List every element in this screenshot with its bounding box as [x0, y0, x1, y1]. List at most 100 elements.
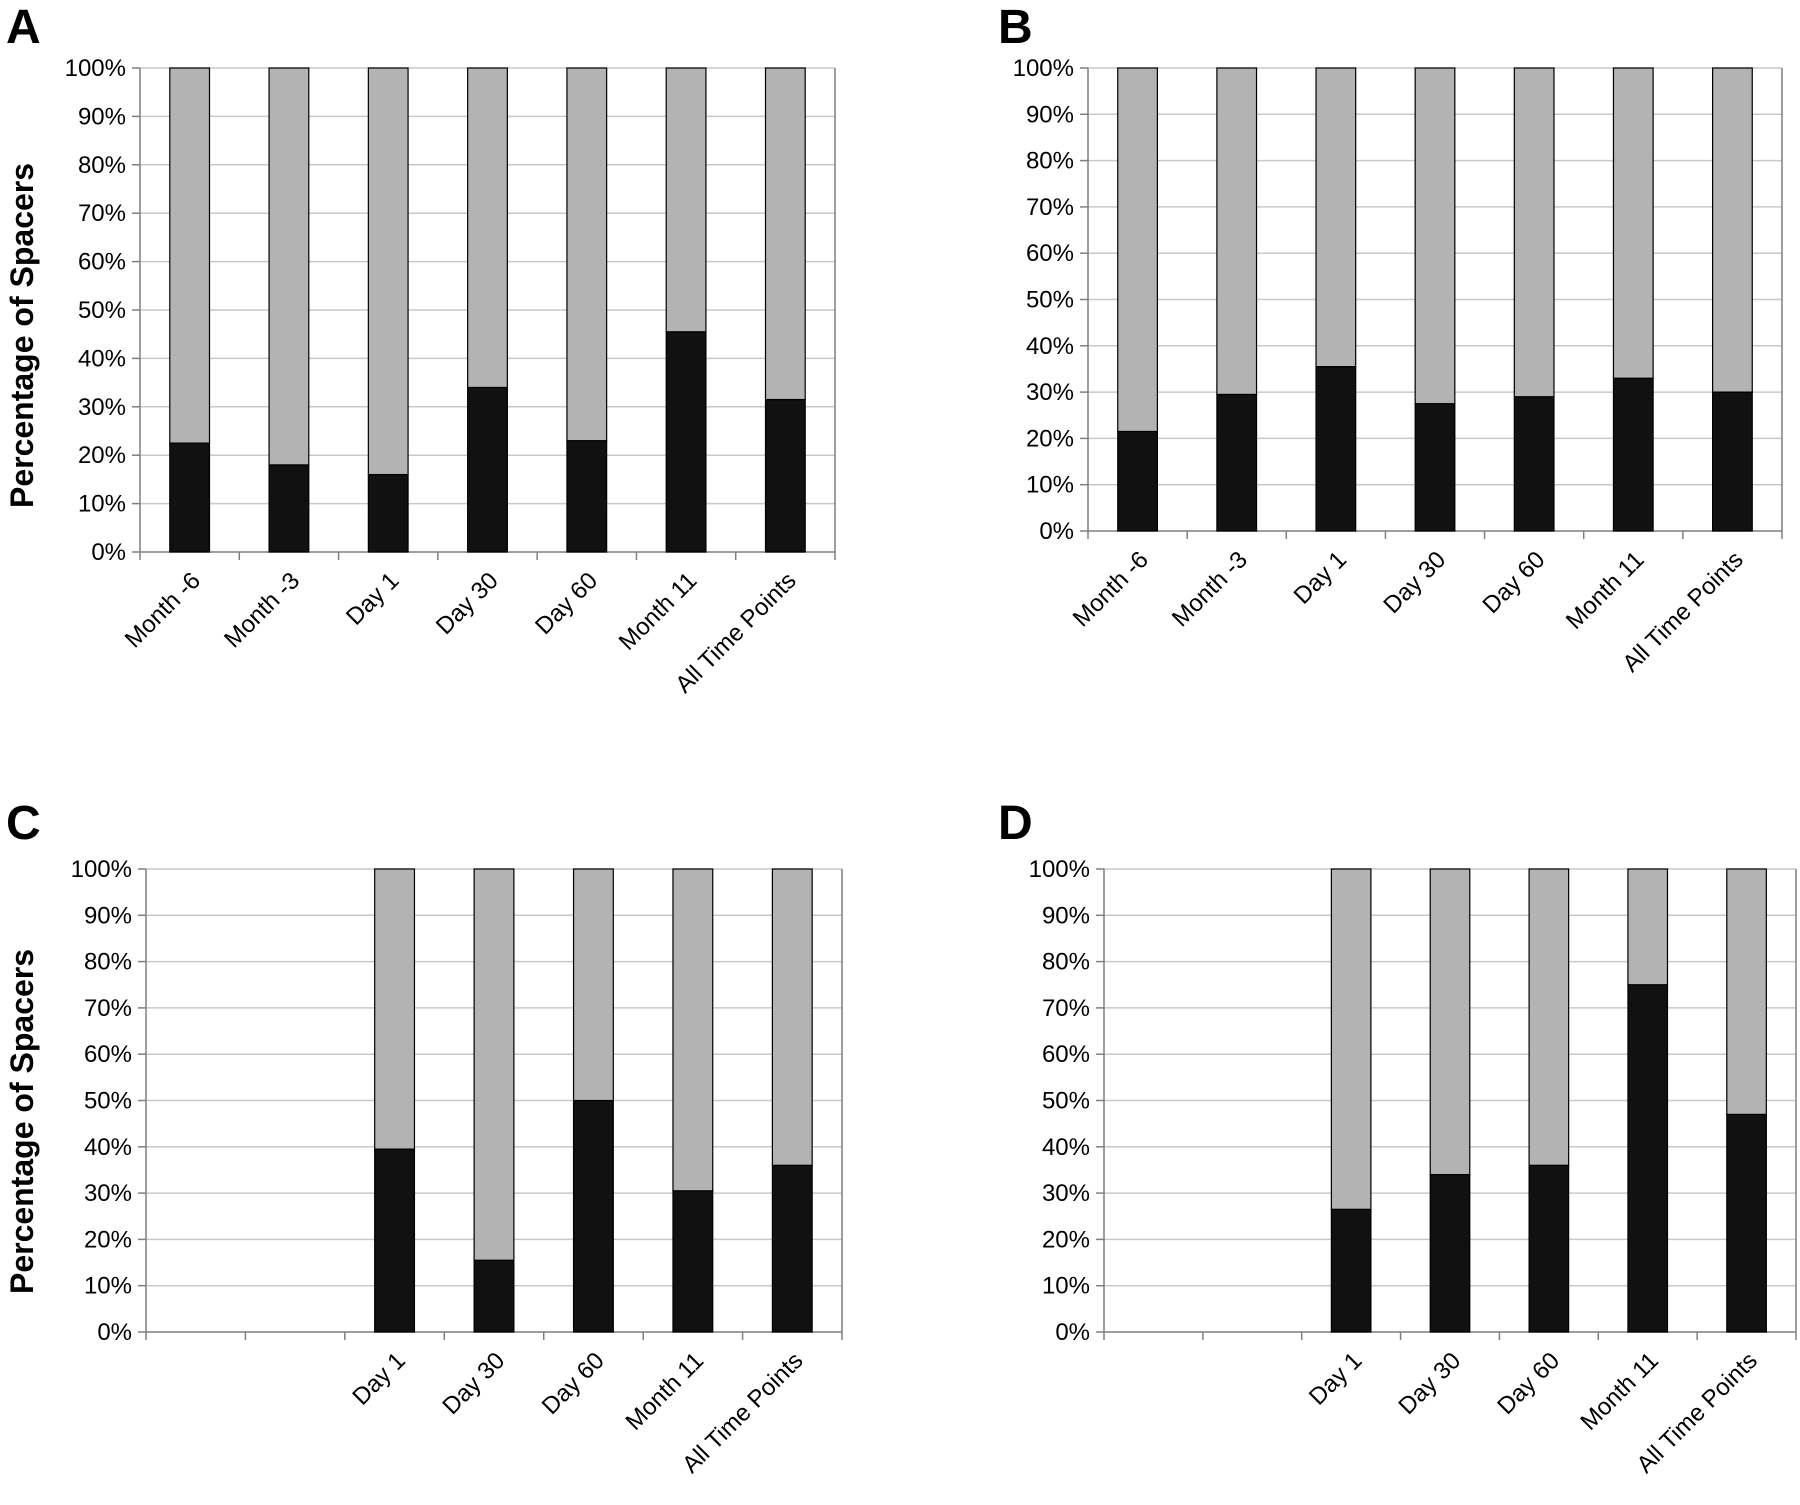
bar-black-segment: [374, 1148, 416, 1333]
bar-gray-segment: [1711, 67, 1753, 393]
y-tick-label: 60%: [1026, 240, 1074, 267]
panel-c: C Percentage of Spacers 0% 10% 20% 30% 40% 50…: [4, 797, 843, 1478]
y-tick-label: 90%: [1026, 101, 1074, 128]
bar-black-segment: [1429, 1173, 1471, 1333]
bar-black-segment: [566, 440, 608, 553]
y-tick-label: 90%: [1042, 902, 1090, 929]
panel-b: B 0% 10% 20% 30% 40% 50% 60% 70% 80% 90% 100% Month…: [0, 0, 1800, 750]
bar-black-segment: [1330, 1208, 1372, 1333]
bar-gray-segment: [1315, 67, 1357, 368]
y-tick-label: 40%: [1026, 333, 1074, 360]
y-tick-label: 20%: [84, 1226, 132, 1253]
y-tick-label: 10%: [84, 1273, 132, 1300]
y-tick-label: 60%: [84, 1041, 132, 1068]
y-tick-label: 40%: [84, 1134, 132, 1161]
chart-b: 0%10%20%30%40%50%60%70%80%90%100%Month -…: [1013, 55, 1783, 677]
panel-letter: C: [6, 797, 41, 850]
y-tick-label: 0%: [97, 1319, 132, 1346]
y-tick-label: 50%: [1026, 287, 1074, 314]
y-tick-label: 10%: [1042, 1273, 1090, 1300]
y-tick-label: 0%: [1039, 518, 1074, 545]
bar-gray-segment: [374, 868, 416, 1150]
bar-black-segment: [1315, 366, 1357, 532]
bar-gray-segment: [771, 868, 813, 1166]
bar-black-segment: [473, 1259, 515, 1333]
bar-black-segment: [1414, 403, 1456, 532]
y-tick-label: 60%: [78, 249, 126, 276]
y-tick-label: 30%: [1042, 1180, 1090, 1207]
bar-gray-segment: [1330, 868, 1372, 1210]
y-tick-label: 100%: [1013, 55, 1074, 82]
y-tick-label: 80%: [1026, 148, 1074, 175]
y-tick-label: 70%: [78, 200, 126, 227]
y-tick-label: 100%: [65, 55, 126, 82]
y-tick-label: 40%: [1042, 1134, 1090, 1161]
panel-letter: D: [998, 797, 1033, 850]
bar-gray-segment: [672, 868, 714, 1192]
bar-gray-segment: [572, 868, 614, 1102]
chart-c: 0%10%20%30%40%50%60%70%80%90%100%Day 1 Da…: [71, 856, 843, 1478]
bar-gray-segment: [1216, 67, 1258, 396]
bar-gray-segment: [1117, 67, 1158, 433]
y-tick-label: 30%: [78, 394, 126, 421]
y-tick-label: 80%: [84, 949, 132, 976]
bar-black-segment: [169, 442, 211, 553]
bar-gray-segment: [1528, 868, 1570, 1166]
y-tick-label: 70%: [1042, 995, 1090, 1022]
y-tick-label: 30%: [84, 1180, 132, 1207]
bar-gray-segment: [1612, 67, 1654, 379]
bar-gray-segment: [1726, 868, 1767, 1115]
bar-black-segment: [467, 386, 508, 553]
bar-gray-segment: [467, 67, 508, 389]
panel-letter: A: [6, 1, 41, 54]
bar-black-segment: [672, 1190, 714, 1333]
bar-gray-segment: [566, 67, 608, 442]
bar-black-segment: [1216, 393, 1258, 532]
x-tick-label: Day 30: [1393, 1347, 1466, 1420]
y-tick-label: 50%: [84, 1088, 132, 1115]
y-tick-label: 40%: [78, 345, 126, 372]
x-tick-label: Day 1: [1304, 1347, 1367, 1410]
y-tick-label: 100%: [1029, 856, 1090, 883]
y-tick-label: 20%: [1026, 425, 1074, 452]
bar-gray-segment: [367, 67, 409, 476]
bar-gray-segment: [1627, 868, 1669, 986]
bar-black-segment: [367, 473, 409, 553]
y-tick-label: 100%: [71, 856, 132, 883]
y-tick-label: 70%: [84, 995, 132, 1022]
x-tick-label: Month 11: [1575, 1347, 1664, 1436]
bar-black-segment: [1627, 984, 1669, 1333]
bar-gray-segment: [169, 67, 211, 444]
y-tick-label: 20%: [78, 442, 126, 469]
y-tick-label: 80%: [78, 152, 126, 179]
bar-gray-segment: [665, 67, 707, 333]
bar-black-segment: [771, 1164, 813, 1333]
y-tick-label: 30%: [1026, 379, 1074, 406]
bar-gray-segment: [764, 67, 806, 401]
y-tick-label: 50%: [78, 297, 126, 324]
bar-black-segment: [1513, 396, 1555, 532]
bar-black-segment: [665, 331, 707, 553]
y-tick-label: 50%: [1042, 1088, 1090, 1115]
y-tick-label: 70%: [1026, 194, 1074, 221]
x-tick-label: Day 60: [1492, 1347, 1565, 1420]
y-tick-label: 20%: [1042, 1226, 1090, 1253]
y-tick-label: 0%: [1055, 1319, 1090, 1346]
y-tick-label: 10%: [78, 491, 126, 518]
y-tick-label: 90%: [84, 902, 132, 929]
bar-black-segment: [1726, 1113, 1767, 1333]
bar-gray-segment: [473, 868, 515, 1261]
bar-gray-segment: [1513, 67, 1555, 398]
panel-letter: B: [998, 1, 1033, 54]
y-tick-label: 10%: [1026, 472, 1074, 499]
bar-black-segment: [1117, 430, 1158, 532]
y-tick-label: 0%: [91, 539, 126, 566]
bar-black-segment: [1711, 391, 1753, 532]
chart-a: 0%10%20%30%40%50%60%70%80%90%100%Month -…: [65, 55, 836, 698]
y-tick-label: 80%: [1042, 949, 1090, 976]
y-tick-label: 60%: [1042, 1041, 1090, 1068]
bar-gray-segment: [268, 67, 310, 466]
bar-gray-segment: [1429, 868, 1471, 1176]
